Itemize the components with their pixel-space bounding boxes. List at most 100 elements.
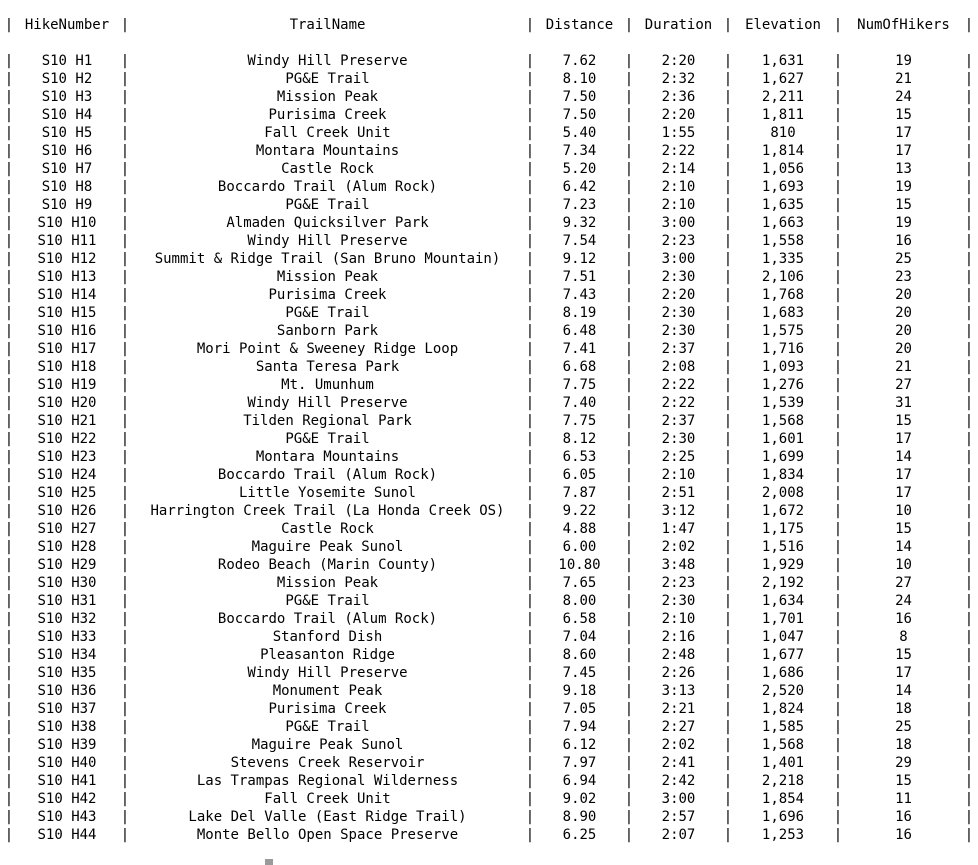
table-row: | | | | | | | S10 H37 Purisima Creek 7.05 2:21 1,82… [0, 700, 978, 718]
table-cell: 1,516 [761, 539, 805, 555]
column-separator: | [964, 89, 974, 105]
table-cell: 6.48 [562, 323, 597, 339]
column-separator: | [624, 71, 634, 87]
table-cell: 8.10 [562, 71, 597, 87]
column-separator: | [964, 431, 974, 447]
table-cell: S10 H39 [37, 737, 97, 753]
table-cell: PG&E Trail [285, 305, 370, 321]
column-separator: | [964, 611, 974, 627]
table-row: | | | | | | | S10 H20 Windy Hill Preserve 7.40 2:2… [0, 394, 978, 412]
table-cell: 6.12 [562, 737, 597, 753]
column-separator: | [723, 143, 733, 159]
column-separator: | [624, 233, 634, 249]
table-cell: 10 [895, 557, 912, 573]
table-cell: 7.50 [562, 107, 597, 123]
column-separator: | [964, 107, 974, 123]
column-separator: | [723, 647, 733, 663]
table-cell: 7.05 [562, 701, 597, 717]
column-separator: | [525, 449, 535, 465]
column-separator: | [525, 89, 535, 105]
column-separator: | [525, 71, 535, 87]
table-row: | | | | | | | S10 H17 Mori Point & Sweeney Ridge… [0, 340, 978, 358]
table-cell: 2:25 [661, 449, 696, 465]
table-cell: 2,218 [761, 773, 805, 789]
column-separator: | [833, 647, 843, 663]
table-top-border [4, 0, 970, 11]
column-separator: | [723, 305, 733, 321]
table-cell: S10 H11 [37, 233, 97, 249]
table-cell: 7.87 [562, 485, 597, 501]
column-separator: | [964, 827, 974, 843]
table-cell: 1,814 [761, 143, 805, 159]
column-separator: | [120, 449, 130, 465]
column-separator: | [964, 215, 974, 231]
table-cell: Harrington Creek Trail (La Honda Creek O… [150, 503, 505, 519]
table-row: | | | | | | | S10 H2 PG&E Trail 8.10 2:32 1,627 21 [0, 70, 978, 88]
column-separator: | [723, 53, 733, 69]
table-cell: 1,635 [761, 197, 805, 213]
column-separator: | [4, 215, 14, 231]
table-cell: 17 [895, 125, 912, 141]
column-separator: | [4, 71, 14, 87]
table-cell: S10 H31 [37, 593, 97, 609]
column-separator: | [833, 773, 843, 789]
table-cell: 7.40 [562, 395, 597, 411]
column-separator: | [624, 467, 634, 483]
table-cell: S10 H14 [37, 287, 97, 303]
table-cell: 2,211 [761, 89, 805, 105]
column-separator: | [624, 539, 634, 555]
table-cell: 7.41 [562, 341, 597, 357]
table-cell: 7.23 [562, 197, 597, 213]
column-separator: | [120, 593, 130, 609]
table-cell: Almaden Quicksilver Park [226, 215, 429, 231]
column-separator: | [964, 377, 974, 393]
table-cell: 21 [895, 359, 912, 375]
table-cell: 15 [895, 647, 912, 663]
column-separator: | [964, 485, 974, 501]
column-separator: | [525, 431, 535, 447]
column-separator: | [723, 503, 733, 519]
table-cell: 1,693 [761, 179, 805, 195]
table-row: | | | | | | | S10 H33 Stanford Dish 7.04 2:16 1,047… [0, 628, 978, 646]
table-cell: 10 [895, 503, 912, 519]
column-separator: | [525, 125, 535, 141]
table-cell: 2:16 [661, 629, 696, 645]
table-cell: S10 H32 [37, 611, 97, 627]
column-separator: | [4, 287, 14, 303]
column-separator: | [624, 359, 634, 375]
column-separator: | [624, 629, 634, 645]
table-cell: Castle Rock [281, 161, 374, 177]
column-separator: | [120, 377, 130, 393]
column-separator: | [525, 233, 535, 249]
column-separator: | [964, 269, 974, 285]
table-cell: 8.90 [562, 809, 597, 825]
table-row: | | | | | | | S10 H9 PG&E Trail 7.23 2:10 1,635 15 [0, 196, 978, 214]
column-separator: | [964, 449, 974, 465]
table-cell: 1,539 [761, 395, 805, 411]
column-separator: | [833, 179, 843, 195]
table-cell: S10 H18 [37, 359, 97, 375]
table-cell: 20 [895, 341, 912, 357]
table-cell: S10 H7 [41, 161, 93, 177]
table-cell: Purisima Creek [268, 107, 387, 123]
table-row: | | | | | | | S10 H26 Harrington Creek Trail (La… [0, 502, 978, 520]
table-cell: Summit & Ridge Trail (San Bruno Mountain… [154, 251, 501, 267]
table-cell: S10 H27 [37, 521, 97, 537]
column-separator: | [120, 809, 130, 825]
column-separator: | [624, 89, 634, 105]
table-cell: 2:10 [661, 179, 696, 195]
column-separator: | [964, 395, 974, 411]
column-separator: | [833, 809, 843, 825]
column-separator: | [525, 413, 535, 429]
table-row: | | | | | | | S10 H5 Fall Creek Unit 5.40 1:55 810 1… [0, 124, 978, 142]
column-separator: | [525, 791, 535, 807]
column-separator: | [4, 485, 14, 501]
table-cell: 24 [895, 89, 912, 105]
table-cell: 2:22 [661, 377, 696, 393]
column-separator: | [964, 71, 974, 87]
table-cell: Maguire Peak Sunol [251, 539, 404, 555]
table-cell: Mission Peak [276, 575, 379, 591]
column-separator: | [964, 557, 974, 573]
table-cell: 19 [895, 179, 912, 195]
